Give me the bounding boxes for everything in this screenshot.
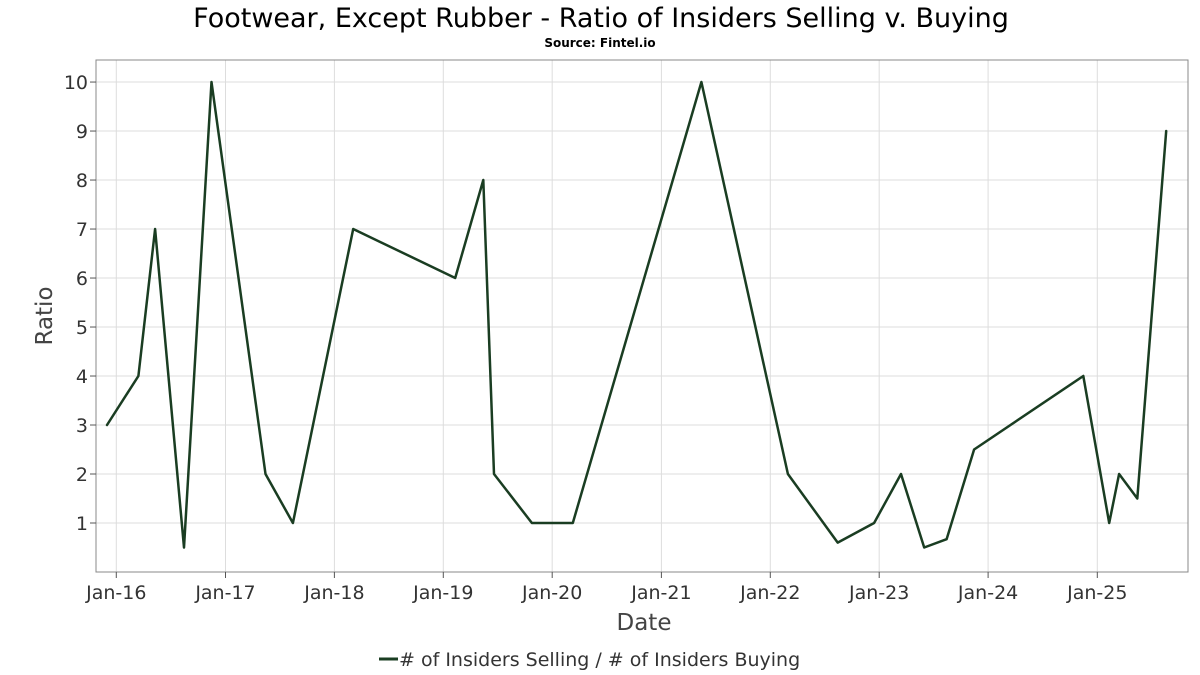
x-tick-label: Jan-18 xyxy=(303,582,364,604)
x-tick-label: Jan-22 xyxy=(739,582,800,604)
y-tick-label: 2 xyxy=(76,464,88,486)
chart-title: Footwear, Except Rubber - Ratio of Insid… xyxy=(193,3,1009,34)
x-tick-label: Jan-23 xyxy=(848,582,909,604)
legend-label: # of Insiders Selling / # of Insiders Bu… xyxy=(399,649,800,671)
x-tick-label: Jan-24 xyxy=(957,582,1018,604)
y-tick-label: 10 xyxy=(64,72,88,94)
x-tick-label: Jan-16 xyxy=(85,582,146,604)
chart-subtitle: Source: Fintel.io xyxy=(544,36,655,50)
series-lines xyxy=(105,80,1168,549)
legend: # of Insiders Selling / # of Insiders Bu… xyxy=(379,649,800,671)
y-tick-label: 1 xyxy=(76,513,88,535)
series-line-insiders-ratio xyxy=(105,80,1168,549)
x-tick-label: Jan-19 xyxy=(412,582,473,604)
y-tick-label: 8 xyxy=(76,170,88,192)
y-tick-label: 3 xyxy=(76,415,88,437)
x-tick-label: Jan-25 xyxy=(1066,582,1127,604)
y-axis-title: Ratio xyxy=(32,286,58,345)
y-tick-label: 6 xyxy=(76,268,88,290)
x-tick-label: Jan-20 xyxy=(521,582,582,604)
x-tick-label: Jan-21 xyxy=(630,582,691,604)
plot-area-border xyxy=(95,59,1189,573)
y-tick-label: 9 xyxy=(76,121,88,143)
x-tick-label: Jan-17 xyxy=(194,582,255,604)
y-tick-label: 5 xyxy=(76,317,88,339)
x-axis-title: Date xyxy=(617,610,672,636)
x-axis: Jan-16 Jan-17 Jan-18 Jan-19 Jan-20 Jan-21 Jan-… xyxy=(85,572,1127,604)
y-axis: 1 2 3 4 5 6 7 8 9 10 xyxy=(64,72,96,535)
y-tick-label: 4 xyxy=(76,366,88,388)
grid-lines xyxy=(96,60,1188,572)
y-tick-label: 7 xyxy=(76,219,88,241)
